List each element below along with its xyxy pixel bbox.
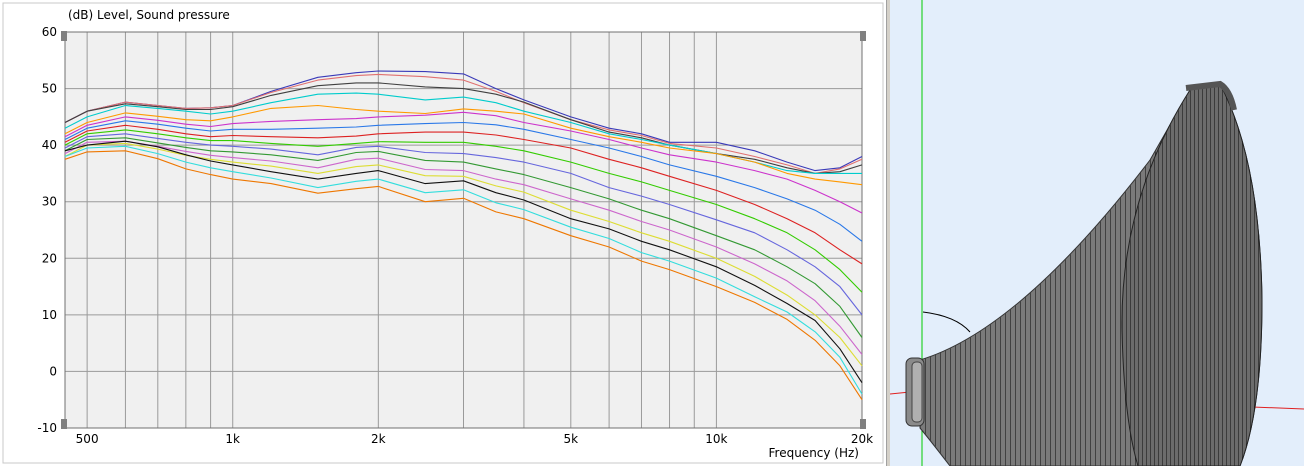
grid-lines (64, 31, 863, 429)
y-tick-label: 40 (42, 138, 57, 152)
tick-labels: 60 50 40 30 20 10 0 -10 500 1k 2k 5k 10k 20k (37, 25, 873, 446)
chart-title: (dB) Level, Sound pressure (68, 8, 230, 22)
y-tick-label: 0 (49, 364, 57, 378)
plot-border (64, 31, 863, 429)
y-tick-label: 20 (42, 251, 57, 265)
horn-3d-model-icon (890, 0, 1304, 466)
series-line-16 (64, 150, 863, 401)
y-tick-label: 10 (42, 308, 57, 322)
series-line-11 (64, 137, 863, 338)
x-tick-label: 10k (705, 432, 727, 446)
x-tick-label: 1k (225, 432, 240, 446)
series-line-7 (64, 120, 863, 242)
chart-panel: 60 50 40 30 20 10 0 -10 500 1k 2k 5k 10k 20k (dB) Lev… (2, 2, 884, 464)
series-line-15 (64, 145, 863, 395)
x-tick-label: 2k (371, 432, 386, 446)
series-layer (64, 70, 863, 401)
horn-3d-view[interactable] (890, 0, 1304, 466)
cursor-handle-left-top[interactable] (61, 31, 67, 41)
x-tick-label: 500 (76, 432, 99, 446)
horn-throat-ring (911, 361, 923, 423)
series-line-9 (64, 129, 863, 293)
y-tick-label: 60 (42, 25, 57, 39)
y-tick-label: 50 (42, 82, 57, 96)
series-line-10 (64, 133, 863, 316)
series-line-3 (64, 82, 863, 174)
series-line-14 (64, 140, 863, 384)
cursor-handle-right-top[interactable] (860, 31, 866, 41)
horn-mouth-rim (1185, 80, 1237, 111)
series-line-5 (64, 104, 863, 186)
frequency-response-chart: 60 50 40 30 20 10 0 -10 500 1k 2k 5k 10k 20k (dB) Lev… (2, 2, 884, 464)
series-line-8 (64, 124, 863, 265)
y-tick-label: -10 (37, 421, 57, 435)
cursor-handle-left-bottom[interactable] (61, 419, 67, 429)
x-tick-label: 5k (564, 432, 579, 446)
panel-splitter[interactable] (886, 0, 891, 466)
y-tick-label: 30 (42, 195, 57, 209)
horn-mouth-face (1121, 83, 1263, 466)
series-line-12 (64, 140, 863, 355)
series-line-2 (64, 73, 863, 174)
series-line-6 (64, 111, 863, 214)
x-axis-label: Frequency (Hz) (769, 446, 860, 460)
cursor-handle-right-bottom[interactable] (860, 419, 866, 429)
dimension-arc (922, 311, 971, 333)
x-tick-label: 20k (851, 432, 873, 446)
